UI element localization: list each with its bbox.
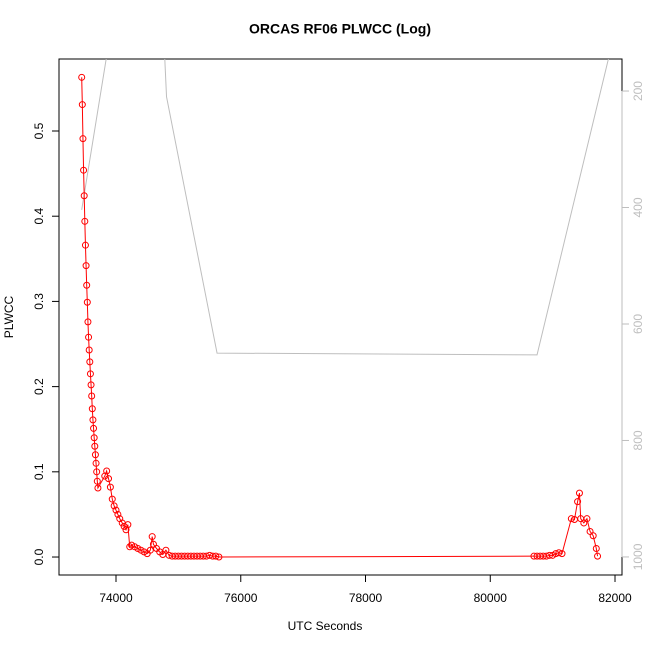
data-point: [87, 381, 95, 389]
data-point: [126, 543, 134, 551]
series-line: [81, 77, 599, 558]
data-point: [79, 135, 87, 143]
data-point: [88, 392, 96, 400]
data-point: [94, 484, 102, 492]
plot-frame: [58, 58, 623, 576]
data-point: [92, 459, 100, 467]
data-point: [83, 298, 91, 306]
data-point: [88, 405, 96, 413]
data-point: [91, 451, 99, 459]
data-point: [89, 416, 97, 424]
data-point: [112, 506, 120, 514]
y-tick-label: 0.3: [32, 293, 46, 310]
y-tick-label: 0.4: [32, 208, 46, 225]
data-point: [212, 552, 220, 560]
data-point: [592, 545, 600, 553]
data-point: [80, 166, 88, 174]
x-tick-label: 80000: [474, 591, 508, 605]
data-point: [93, 468, 101, 476]
data-point: [148, 533, 156, 541]
data-point: [558, 550, 566, 558]
y-tick-label: 0.1: [32, 463, 46, 480]
data-point: [583, 515, 591, 523]
data-point: [86, 358, 94, 366]
x-tick-label: 82000: [598, 591, 632, 605]
data-point: [162, 546, 170, 554]
data-point: [574, 498, 582, 506]
data-point: [575, 489, 583, 497]
y-axis-label: PLWCC: [2, 295, 16, 338]
data-point: [589, 532, 597, 540]
y2-tick-label: 600: [631, 314, 645, 334]
data-point: [110, 502, 118, 510]
y-tick-label: 0.5: [32, 122, 46, 139]
x-tick-label: 78000: [349, 591, 383, 605]
data-point: [90, 434, 98, 442]
data-point: [555, 549, 563, 557]
y2-tick-label: 800: [631, 430, 645, 450]
data-point: [81, 217, 89, 225]
data-point: [90, 424, 98, 432]
chart-title: ORCAS RF06 PLWCC (Log): [249, 21, 431, 37]
data-point: [84, 318, 92, 326]
data-point: [85, 333, 93, 341]
data-point: [78, 73, 86, 81]
data-point: [83, 281, 91, 289]
data-point: [114, 510, 122, 518]
y2-tick-label: 400: [631, 197, 645, 217]
y-tick-label: 0.0: [32, 548, 46, 565]
data-point: [93, 477, 101, 485]
y2-tick-label: 1000: [631, 543, 645, 570]
data-point: [215, 553, 223, 561]
data-point: [91, 442, 99, 450]
x-axis-label: UTC Seconds: [288, 619, 363, 633]
data-point: [82, 262, 90, 270]
data-point: [80, 192, 88, 200]
y-tick-label: 0.2: [32, 378, 46, 395]
data-point: [78, 101, 86, 109]
data-point: [146, 546, 154, 554]
y2-tick-label: 200: [631, 81, 645, 101]
data-point: [120, 522, 128, 530]
data-point: [86, 370, 94, 378]
plot-area: [78, 59, 609, 561]
data-point: [124, 521, 132, 529]
data-point: [85, 346, 93, 354]
data-point: [546, 551, 554, 559]
data-point: [567, 515, 575, 523]
data-point: [105, 475, 113, 483]
data-point: [106, 483, 114, 491]
data-point: [108, 495, 116, 503]
data-point: [594, 552, 602, 560]
x-tick-label: 74000: [99, 591, 133, 605]
data-point: [103, 467, 111, 475]
data-point: [81, 241, 89, 249]
series-line: [81, 59, 609, 356]
x-tick-label: 76000: [224, 591, 258, 605]
